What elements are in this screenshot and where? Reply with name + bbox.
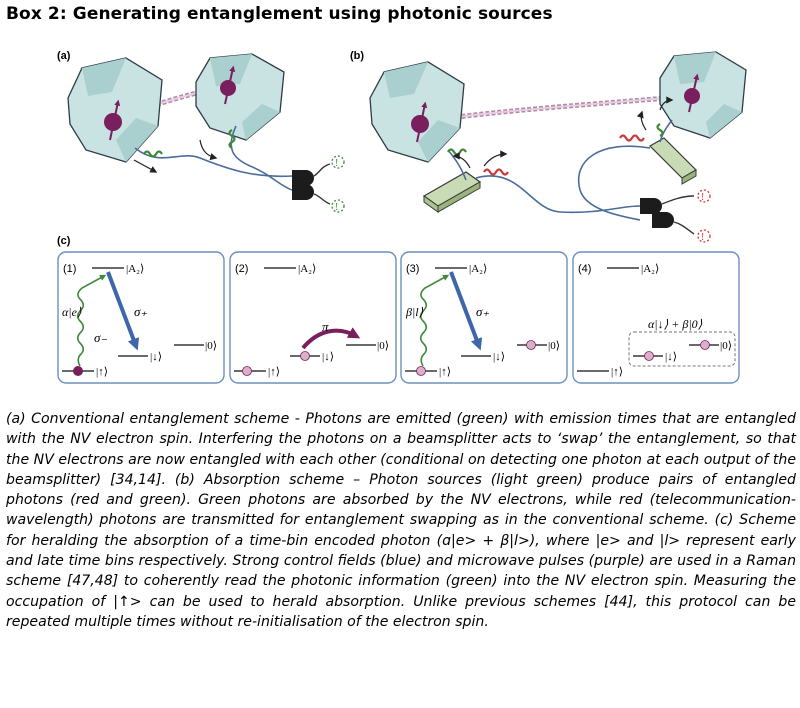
photon-absorption-wave: [76, 274, 107, 367]
population-dot: [416, 366, 426, 376]
pi-pulse: π: [322, 319, 329, 334]
step-label-4: (4): [578, 263, 591, 275]
level-down: |↓⟩: [493, 351, 505, 363]
photon-red: [483, 168, 509, 176]
fiber-right: [659, 119, 673, 143]
direction-arrow-icon: [659, 96, 674, 111]
direction-arrow-icon: [636, 110, 647, 131]
step-label-3: (3): [406, 263, 419, 275]
population-dot: [73, 366, 83, 376]
detection-click-icon: [331, 155, 345, 213]
level-excited: |A₂⟩: [469, 263, 487, 275]
time-bin-alpha-e: α|e⟩: [62, 305, 82, 319]
fiber-right: [577, 145, 651, 221]
fiber-left: [475, 175, 641, 214]
level-excited: |A₂⟩: [641, 263, 659, 275]
detection-click-icon: [697, 189, 711, 243]
population-dot: [644, 351, 654, 361]
panel-b: ! !: [369, 51, 747, 243]
detector-icon: [640, 198, 662, 214]
sigma-plus: σ₊: [134, 304, 147, 319]
svg-text:!: !: [335, 202, 338, 213]
figure-caption: (a) Conventional entanglement scheme - P…: [6, 411, 796, 630]
panel-label-b: (b): [350, 50, 364, 62]
fiber-left: [134, 147, 293, 178]
spin-arrow-icon: [416, 101, 428, 143]
direction-arrow-icon: [483, 150, 508, 167]
panel-c: (1) (2) (3) (4) |A₂⟩ |↑⟩ |↓⟩ |0⟩ α|e⟩ σ₊…: [57, 251, 740, 384]
step-label-2: (2): [235, 263, 248, 275]
level-up: |↑⟩: [96, 366, 108, 378]
level-up: |↑⟩: [268, 366, 280, 378]
figure: (a) (b) (c): [57, 50, 747, 384]
detector-icon: [292, 170, 314, 186]
level-zero: |0⟩: [720, 340, 732, 352]
population-dot: [526, 340, 536, 350]
superposition-state: α|↓⟩ + β|0⟩: [648, 317, 703, 331]
time-bin-beta-l: β|l⟩: [405, 305, 424, 319]
population-dot: [700, 340, 710, 350]
sigma-minus: σ₋: [94, 330, 107, 345]
step-box-3: [400, 251, 568, 384]
photon-red: [619, 134, 645, 142]
photon-green: [143, 150, 163, 158]
spin-arrow-icon: [224, 65, 236, 105]
control-field-arrow: [449, 271, 483, 351]
photon-source-right: [649, 137, 697, 179]
spin-arrow-icon: [109, 99, 121, 141]
photon-green: [656, 123, 664, 137]
photon-absorption-wave: [419, 274, 450, 367]
level-excited: |A₂⟩: [298, 263, 316, 275]
svg-text:!: !: [701, 232, 704, 243]
direction-arrow-icon: [452, 152, 471, 169]
superposition-box: [628, 331, 736, 367]
population-dot: [300, 351, 310, 361]
level-down: |↓⟩: [150, 351, 162, 363]
step-box-2: [229, 251, 397, 384]
panel-a: ! !: [67, 53, 345, 213]
photon-green: [228, 129, 236, 149]
step-box-1: [57, 251, 225, 384]
sigma-plus: σ₊: [476, 304, 489, 319]
population-dot: [242, 366, 252, 376]
direction-arrow-icon: [133, 159, 158, 173]
step-label-1: (1): [63, 263, 76, 275]
step-box-4: [572, 251, 740, 384]
box-title: Box 2: Generating entanglement using pho…: [6, 4, 553, 24]
detector-icon: [292, 184, 314, 200]
level-zero: |0⟩: [548, 340, 560, 352]
panel-label-a: (a): [57, 50, 71, 62]
level-up: |↑⟩: [611, 366, 623, 378]
level-down: |↓⟩: [665, 351, 677, 363]
control-field-arrow: [106, 271, 140, 351]
level-zero: |0⟩: [377, 340, 389, 352]
svg-text:!: !: [335, 158, 338, 169]
level-up: |↑⟩: [439, 366, 451, 378]
level-excited: |A₂⟩: [126, 263, 144, 275]
fiber-left: [447, 149, 467, 181]
svg-text:!: !: [701, 192, 704, 203]
direction-arrow-icon: [199, 139, 218, 161]
detector-icon: [652, 212, 674, 228]
panel-label-c: (c): [57, 235, 71, 247]
level-down: |↓⟩: [322, 351, 334, 363]
microwave-pulse-arrow: [301, 327, 361, 350]
spin-arrow-icon: [688, 73, 700, 113]
level-zero: |0⟩: [205, 340, 217, 352]
